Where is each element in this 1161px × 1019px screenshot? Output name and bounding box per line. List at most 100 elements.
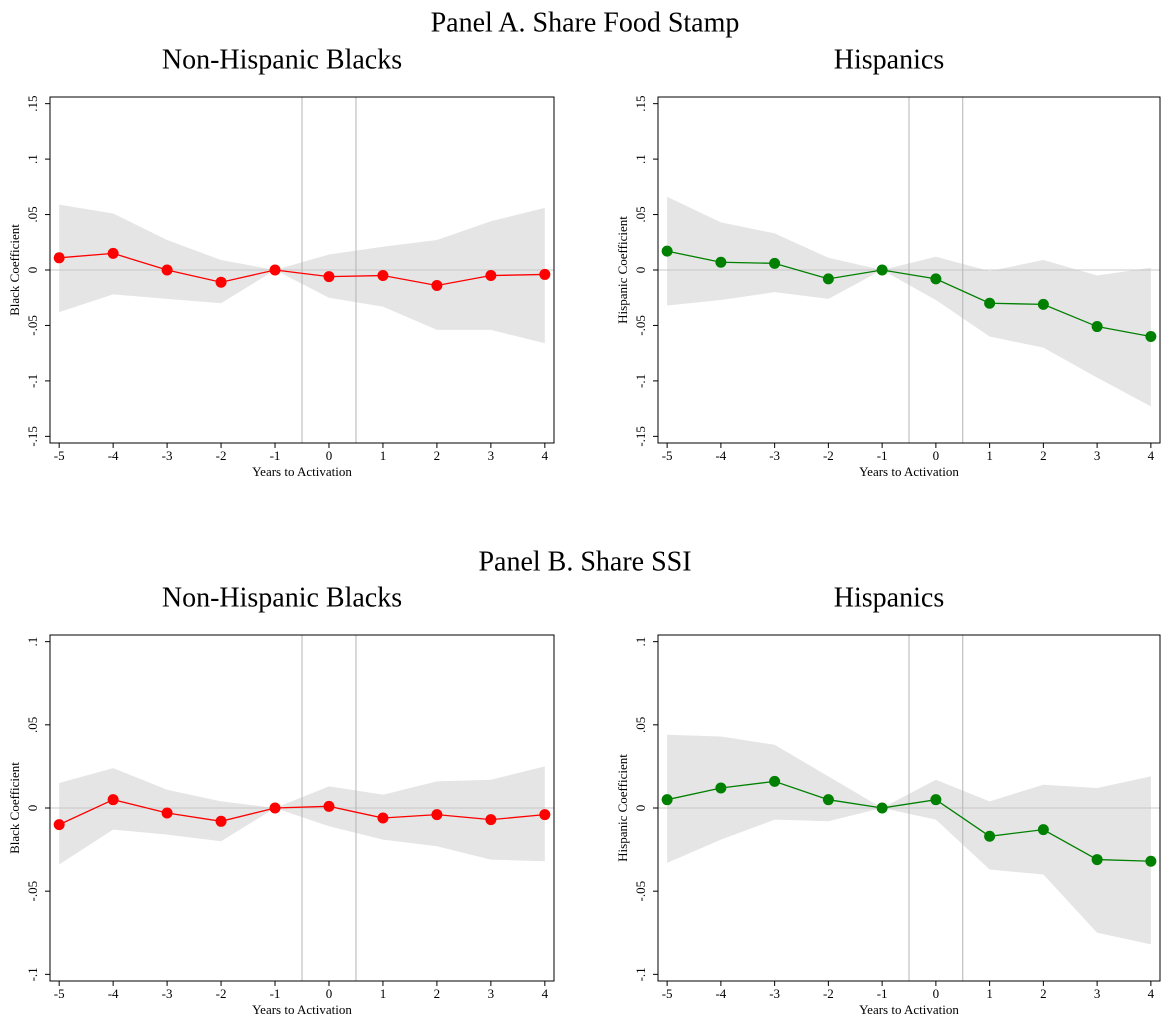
- confidence-band: [667, 734, 1151, 945]
- data-point: [377, 812, 389, 824]
- x-tick-label: 3: [1094, 986, 1101, 1001]
- x-tick-label: -3: [162, 448, 173, 463]
- data-point: [1145, 331, 1157, 343]
- x-tick-label: -1: [270, 986, 281, 1001]
- data-point: [53, 252, 65, 264]
- x-tick-label: 2: [434, 448, 441, 463]
- y-tick-label: -.05: [633, 315, 648, 336]
- y-tick-label: .1: [633, 637, 648, 647]
- data-point: [107, 247, 119, 259]
- x-tick-label: -5: [54, 986, 65, 1001]
- x-axis-label: Years to Activation: [252, 464, 352, 479]
- data-point: [822, 273, 834, 285]
- series-line: [666, 780, 1151, 862]
- data-point: [161, 264, 173, 276]
- x-tick-label: 4: [1148, 448, 1155, 463]
- data-point: [269, 264, 281, 276]
- y-tick-label: -.1: [25, 967, 40, 981]
- y-axis-label: Hispanic Coefficient: [615, 754, 630, 862]
- y-tick-label: .1: [25, 154, 40, 164]
- x-tick-label: 1: [380, 448, 387, 463]
- data-point: [431, 280, 443, 292]
- y-tick-label: -.1: [633, 967, 648, 981]
- data-point: [661, 245, 673, 257]
- x-tick-label: -2: [216, 448, 227, 463]
- chart-title: Non-Hispanic Blacks: [162, 44, 402, 75]
- y-tick-label: 0: [633, 267, 648, 274]
- confidence-band: [667, 196, 1151, 407]
- x-tick-label: 3: [488, 986, 495, 1001]
- x-tick-label: -1: [877, 448, 888, 463]
- x-tick-label: 2: [1040, 986, 1047, 1001]
- x-tick-label: -4: [108, 448, 119, 463]
- y-tick-label: .1: [25, 637, 40, 647]
- data-point: [715, 256, 727, 268]
- data-point: [377, 270, 389, 282]
- data-point: [769, 257, 781, 269]
- x-tick-label: 1: [986, 448, 993, 463]
- x-axis-label: Years to Activation: [252, 1002, 352, 1017]
- x-tick-label: 2: [1040, 448, 1047, 463]
- data-point: [215, 276, 227, 288]
- x-axis-label: Years to Activation: [859, 1002, 959, 1017]
- y-tick-label: -.05: [25, 315, 40, 336]
- data-point: [876, 264, 888, 276]
- data-point: [1091, 854, 1103, 866]
- panel-title: Panel B. Share SSI: [478, 546, 691, 577]
- y-tick-label: .05: [25, 206, 40, 222]
- data-point: [1037, 298, 1049, 310]
- data-point: [53, 819, 65, 831]
- data-point: [769, 775, 781, 787]
- x-tick-label: 4: [542, 986, 549, 1001]
- x-tick-label: -3: [769, 986, 780, 1001]
- chart-title: Hispanics: [834, 582, 944, 613]
- x-tick-label: 1: [380, 986, 387, 1001]
- series-line: [667, 250, 1151, 338]
- data-point: [661, 794, 673, 806]
- y-tick-label: 0: [25, 267, 40, 274]
- y-tick-label: -.1: [25, 374, 40, 388]
- x-tick-label: 0: [933, 986, 940, 1001]
- panel-title: Panel A. Share Food Stamp: [431, 7, 740, 38]
- x-tick-label: 3: [1094, 448, 1101, 463]
- chart-title: Hispanics: [834, 44, 944, 75]
- y-axis-label: Black Coefficient: [7, 224, 22, 316]
- y-tick-label: -.05: [633, 881, 648, 902]
- x-axis-label: Years to Activation: [859, 464, 959, 479]
- series-line: [58, 798, 545, 826]
- data-point: [822, 794, 834, 806]
- data-point: [161, 807, 173, 819]
- data-point: [930, 273, 942, 285]
- x-tick-label: -2: [823, 986, 834, 1001]
- y-tick-label: -.15: [25, 426, 40, 447]
- y-axis-label: Black Coefficient: [7, 762, 22, 854]
- data-point: [323, 271, 335, 283]
- data-point: [323, 800, 335, 812]
- y-tick-label: .15: [25, 96, 40, 112]
- series-line: [59, 252, 545, 287]
- y-tick-label: -.05: [25, 881, 40, 902]
- data-point: [539, 809, 551, 821]
- x-tick-label: -2: [823, 448, 834, 463]
- y-tick-label: .15: [633, 96, 648, 112]
- x-tick-label: 4: [542, 448, 549, 463]
- data-point: [1037, 824, 1049, 836]
- x-tick-label: -1: [270, 448, 281, 463]
- y-axis-label: Hispanic Coefficient: [615, 216, 630, 324]
- x-tick-label: -1: [877, 986, 888, 1001]
- x-tick-label: -2: [216, 986, 227, 1001]
- data-point: [984, 297, 996, 309]
- x-tick-label: 2: [434, 986, 441, 1001]
- y-tick-label: 0: [25, 805, 40, 812]
- x-tick-label: -4: [108, 986, 119, 1001]
- y-tick-label: .05: [25, 717, 40, 733]
- y-tick-label: .1: [633, 154, 648, 164]
- x-tick-label: -4: [715, 448, 726, 463]
- y-tick-label: -.15: [633, 426, 648, 447]
- data-point: [1145, 855, 1157, 867]
- y-tick-label: .05: [633, 206, 648, 222]
- data-point: [269, 802, 281, 814]
- data-point: [1091, 321, 1103, 333]
- data-point: [485, 270, 497, 282]
